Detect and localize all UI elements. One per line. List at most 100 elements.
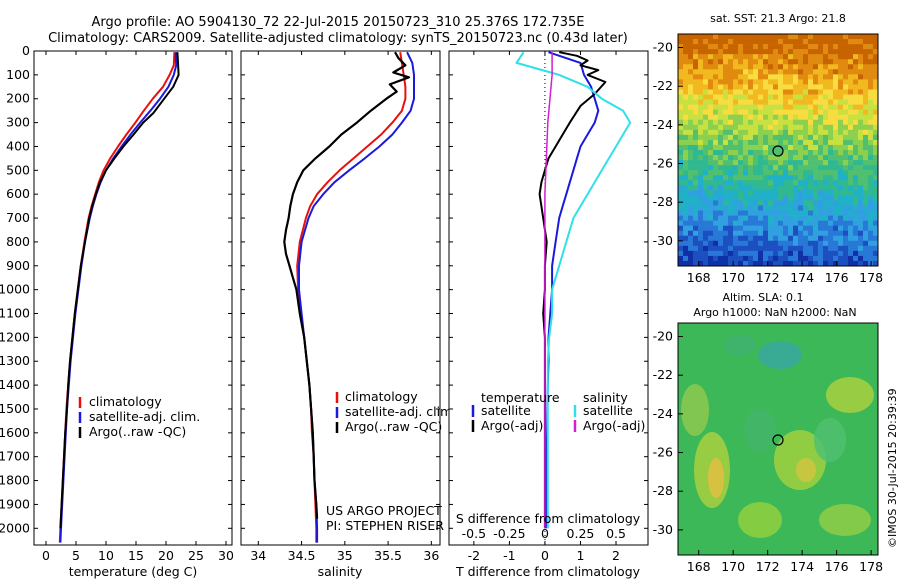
sst-cell xyxy=(858,175,864,181)
sst-cell xyxy=(848,69,854,75)
map-lon-tick-label: 174 xyxy=(790,270,814,285)
sst-cell xyxy=(823,165,829,171)
sst-cell xyxy=(873,134,879,141)
sst-cell xyxy=(868,89,874,95)
sst-cell xyxy=(838,175,844,181)
sst-cell xyxy=(823,139,829,146)
sst-cell xyxy=(748,44,754,50)
sst-cell xyxy=(693,180,699,186)
sst-cell xyxy=(713,175,719,181)
sst-cell xyxy=(678,139,684,146)
sst-cell xyxy=(723,34,729,40)
sst-cell xyxy=(823,170,829,176)
sst-cell xyxy=(733,190,739,196)
sst-cell xyxy=(728,230,734,237)
sst-cell xyxy=(818,205,824,211)
salinity-panel-frame xyxy=(240,50,441,546)
sst-cell xyxy=(698,195,704,201)
sst-cell xyxy=(693,69,699,75)
sst-cell xyxy=(848,205,854,211)
sst-cell xyxy=(773,69,779,75)
sst-cell xyxy=(788,54,794,60)
map-lat-tick-label: -28 xyxy=(653,483,673,498)
sst-cell xyxy=(848,150,854,156)
sst-cell xyxy=(873,144,879,151)
sst-cell xyxy=(723,79,729,85)
sst-cell xyxy=(788,155,794,161)
sst-cell xyxy=(778,255,784,262)
sst-cell xyxy=(703,39,709,45)
sst-cell xyxy=(693,160,699,166)
sst-cell xyxy=(788,44,794,50)
sst-cell xyxy=(778,59,784,65)
sst-cell xyxy=(768,34,774,40)
sst-cell xyxy=(743,195,749,201)
sst-cell xyxy=(843,235,849,242)
map-lon-tick-label: 170 xyxy=(721,270,745,285)
sst-cell xyxy=(823,74,829,80)
sst-cell xyxy=(833,150,839,156)
sst-cell xyxy=(693,39,699,45)
sst-cell xyxy=(758,225,764,231)
sst-cell xyxy=(728,124,734,131)
sst-cell xyxy=(753,119,759,126)
sst-cell xyxy=(838,200,844,206)
legend-title-temperature: temperature xyxy=(481,390,560,405)
sst-cell xyxy=(813,79,819,85)
sst-cell xyxy=(758,215,764,221)
sst-cell xyxy=(678,39,684,45)
sst-cell xyxy=(798,124,804,131)
sst-cell xyxy=(843,54,849,60)
sst-cell xyxy=(823,114,829,121)
sst-cell xyxy=(768,230,774,237)
sst-cell xyxy=(703,245,709,252)
sst-cell xyxy=(768,190,774,196)
sst-cell xyxy=(753,180,759,186)
sst-cell xyxy=(843,94,849,100)
sst-cell xyxy=(753,225,759,231)
sst-cell xyxy=(683,59,689,65)
sst-cell xyxy=(783,235,789,242)
header-line-2: Climatology: CARS2009. Satellite-adjuste… xyxy=(48,31,628,46)
sst-cell xyxy=(793,89,799,95)
sst-cell xyxy=(848,250,854,257)
sst-cell xyxy=(698,240,704,247)
sst-cell xyxy=(738,89,744,95)
sst-cell xyxy=(783,250,789,257)
sst-cell xyxy=(868,215,874,221)
sst-cell xyxy=(823,69,829,75)
sst-cell xyxy=(693,150,699,156)
map-lat-tick-label: -22 xyxy=(653,367,673,382)
sst-cell xyxy=(713,180,719,186)
sst-cell xyxy=(723,200,729,206)
sst-cell xyxy=(803,185,809,191)
map-lat-tick-label: -20 xyxy=(653,40,673,55)
sst-cell xyxy=(748,220,754,226)
sst-cell xyxy=(738,255,744,262)
sst-cell xyxy=(783,114,789,121)
depth-tick-label: 600 xyxy=(6,186,30,201)
temperature-x-tick-label: 25 xyxy=(188,548,204,563)
sst-cell xyxy=(718,119,724,126)
sst-cell xyxy=(838,69,844,75)
sst-cell xyxy=(763,215,769,221)
depth-tick-label: 1900 xyxy=(0,496,30,511)
sst-cell xyxy=(838,225,844,231)
sst-cell xyxy=(798,190,804,196)
depth-tick-label: 1000 xyxy=(0,282,30,297)
sst-cell xyxy=(833,124,839,131)
sst-cell xyxy=(768,155,774,161)
sst-cell xyxy=(728,109,734,115)
map-lon-tick-label: 172 xyxy=(756,270,780,285)
sst-cell xyxy=(678,250,684,257)
sst-cell xyxy=(803,119,809,126)
sst-cell xyxy=(758,220,764,226)
sst-cell xyxy=(818,99,824,105)
sst-cell xyxy=(843,69,849,75)
sst-cell xyxy=(848,260,854,267)
sst-cell xyxy=(718,175,724,181)
sst-cell xyxy=(703,79,709,85)
sst-cell xyxy=(818,89,824,95)
sst-cell xyxy=(818,215,824,221)
